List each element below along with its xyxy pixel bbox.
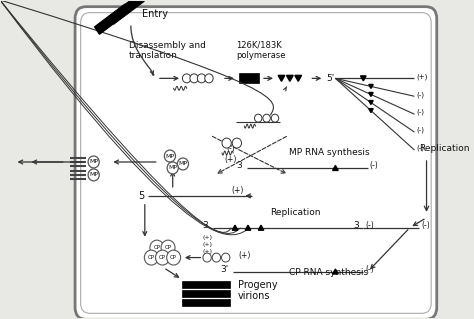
- Text: (-): (-): [416, 109, 424, 115]
- Text: (-): (-): [365, 265, 374, 274]
- Polygon shape: [333, 166, 338, 170]
- Text: (-): (-): [226, 144, 235, 152]
- Polygon shape: [369, 85, 373, 88]
- Polygon shape: [278, 75, 285, 81]
- Text: MP RNA synthesis: MP RNA synthesis: [289, 148, 370, 157]
- Circle shape: [167, 250, 181, 265]
- Polygon shape: [333, 269, 338, 274]
- Circle shape: [150, 240, 164, 255]
- Circle shape: [182, 74, 191, 83]
- Circle shape: [88, 156, 99, 168]
- Circle shape: [155, 250, 169, 265]
- Polygon shape: [361, 76, 366, 81]
- Bar: [182, 300, 230, 306]
- Text: CP: CP: [170, 255, 177, 260]
- Text: (+): (+): [202, 242, 212, 247]
- Text: Progeny
virions: Progeny virions: [238, 280, 277, 301]
- Text: Replication: Replication: [270, 208, 321, 217]
- Circle shape: [167, 162, 178, 174]
- Bar: [109, 0, 144, 24]
- Circle shape: [197, 74, 206, 83]
- Text: (+): (+): [416, 73, 428, 80]
- Circle shape: [164, 150, 175, 162]
- Polygon shape: [286, 75, 293, 81]
- Text: (-): (-): [416, 127, 424, 133]
- Text: MP: MP: [89, 173, 98, 177]
- Bar: [182, 290, 230, 297]
- Polygon shape: [295, 75, 301, 81]
- Bar: [182, 281, 230, 288]
- Text: Disassembly and
translation: Disassembly and translation: [129, 41, 206, 60]
- Text: 3: 3: [202, 221, 208, 230]
- Text: (-): (-): [416, 145, 424, 151]
- Text: (+): (+): [232, 186, 244, 195]
- Text: (+): (+): [202, 249, 212, 254]
- Text: 3': 3': [220, 265, 228, 274]
- Circle shape: [88, 169, 99, 181]
- Circle shape: [255, 114, 262, 122]
- Circle shape: [232, 138, 242, 148]
- Text: CP: CP: [154, 245, 160, 250]
- Circle shape: [161, 240, 175, 255]
- Text: CP RNA synthesis: CP RNA synthesis: [289, 268, 368, 277]
- Text: (-): (-): [421, 221, 430, 230]
- Circle shape: [190, 74, 198, 83]
- Circle shape: [205, 74, 213, 83]
- Text: MP: MP: [165, 153, 174, 159]
- Circle shape: [221, 253, 230, 262]
- Circle shape: [177, 158, 189, 170]
- Text: 3: 3: [237, 161, 242, 170]
- Circle shape: [145, 250, 158, 265]
- Circle shape: [263, 114, 270, 122]
- Polygon shape: [258, 225, 264, 230]
- Bar: [95, 4, 130, 34]
- Text: (-): (-): [370, 161, 379, 170]
- Circle shape: [212, 253, 220, 262]
- Text: MP: MP: [178, 161, 187, 167]
- Text: MP: MP: [168, 166, 177, 170]
- Circle shape: [222, 138, 231, 148]
- Text: 3: 3: [353, 221, 359, 230]
- Text: Entry: Entry: [142, 9, 168, 19]
- Text: CP: CP: [164, 245, 172, 250]
- FancyBboxPatch shape: [75, 7, 437, 319]
- Polygon shape: [245, 225, 251, 230]
- Polygon shape: [369, 100, 373, 105]
- Text: (+): (+): [202, 235, 212, 240]
- Polygon shape: [369, 93, 373, 96]
- Text: CP: CP: [159, 255, 166, 260]
- Text: CP: CP: [148, 255, 155, 260]
- Circle shape: [271, 114, 279, 122]
- Text: (-): (-): [416, 91, 424, 98]
- Text: MP: MP: [89, 160, 98, 165]
- Text: 5: 5: [138, 191, 145, 201]
- Text: Replication: Replication: [419, 144, 470, 152]
- Polygon shape: [369, 109, 373, 113]
- Text: (+): (+): [239, 251, 251, 260]
- Polygon shape: [232, 225, 238, 230]
- Text: (-): (-): [365, 221, 374, 230]
- Bar: [239, 73, 259, 83]
- Text: 126K/183K
polymerase: 126K/183K polymerase: [236, 41, 285, 60]
- Text: (+): (+): [224, 155, 237, 165]
- Text: 5': 5': [326, 74, 334, 83]
- Circle shape: [203, 253, 211, 262]
